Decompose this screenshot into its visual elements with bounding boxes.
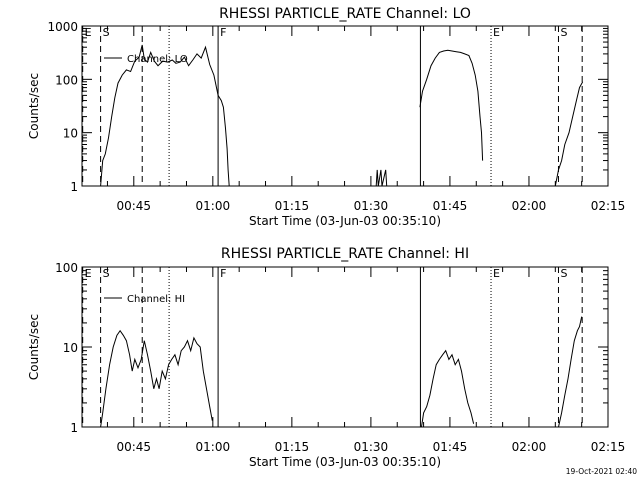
hi-channel-panel: RHESSI PARTICLE_RATE Channel: HI Counts/s… xyxy=(27,246,625,469)
event-marker-label: E xyxy=(85,267,92,280)
event-marker-label: S xyxy=(103,267,110,280)
y-axis-label: Counts/sec xyxy=(27,314,41,380)
x-tick-label: 01:30 xyxy=(354,440,389,454)
chart-title: RHESSI PARTICLE_RATE Channel: LO xyxy=(219,6,471,22)
x-tick-label: 01:30 xyxy=(354,199,389,213)
event-marker-label: E xyxy=(493,267,500,280)
x-tick-label: 02:15 xyxy=(591,199,626,213)
y-tick-label: 10 xyxy=(63,341,78,355)
x-tick-label: 01:45 xyxy=(433,440,468,454)
x-tick-label: 00:45 xyxy=(116,199,151,213)
y-tick-label: 1 xyxy=(70,421,78,435)
data-series-line xyxy=(554,81,584,187)
x-axis-label: Start Time (03-Jun-03 00:35:10) xyxy=(249,214,441,228)
y-tick-label: 10 xyxy=(63,127,78,141)
data-series-line xyxy=(558,316,583,428)
event-marker-label: F xyxy=(220,26,226,39)
data-series-line xyxy=(375,169,388,187)
event-marker-label: S xyxy=(560,267,567,280)
y-tick-label: 100 xyxy=(55,73,78,87)
x-tick-label: 01:15 xyxy=(275,199,310,213)
event-marker-label: S xyxy=(560,26,567,39)
x-tick-label: 01:45 xyxy=(433,199,468,213)
data-series-line xyxy=(421,349,475,428)
legend-label: Channel: HI xyxy=(127,294,185,305)
legend-label: Channel: LO xyxy=(127,54,188,65)
data-series-line xyxy=(100,329,213,428)
y-tick-label: 1000 xyxy=(47,20,78,34)
lo-channel-panel: RHESSI PARTICLE_RATE Channel: LO Counts/s… xyxy=(27,6,625,228)
event-marker-label: E xyxy=(85,26,92,39)
data-series-line xyxy=(419,49,484,161)
event-marker-label: S xyxy=(103,26,110,39)
x-tick-label: 02:00 xyxy=(512,199,547,213)
x-tick-label: 00:45 xyxy=(116,440,151,454)
footer-timestamp: 19-Oct-2021 02:40 xyxy=(566,467,637,476)
x-tick-label: 02:15 xyxy=(591,440,626,454)
plot-frame xyxy=(81,25,609,187)
plot-frame xyxy=(81,266,609,428)
y-tick-label: 1 xyxy=(70,180,78,194)
y-axis-label: Counts/sec xyxy=(27,73,41,139)
data-series-line xyxy=(100,44,230,187)
x-tick-label: 01:00 xyxy=(196,199,231,213)
x-tick-label: 01:15 xyxy=(275,440,310,454)
event-marker-label: F xyxy=(220,267,226,280)
chart-title: RHESSI PARTICLE_RATE Channel: HI xyxy=(221,246,469,262)
y-tick-label: 100 xyxy=(55,261,78,275)
x-tick-label: 02:00 xyxy=(512,440,547,454)
x-tick-label: 01:00 xyxy=(196,440,231,454)
event-marker-label: E xyxy=(493,26,500,39)
x-axis-label: Start Time (03-Jun-03 00:35:10) xyxy=(249,455,441,469)
